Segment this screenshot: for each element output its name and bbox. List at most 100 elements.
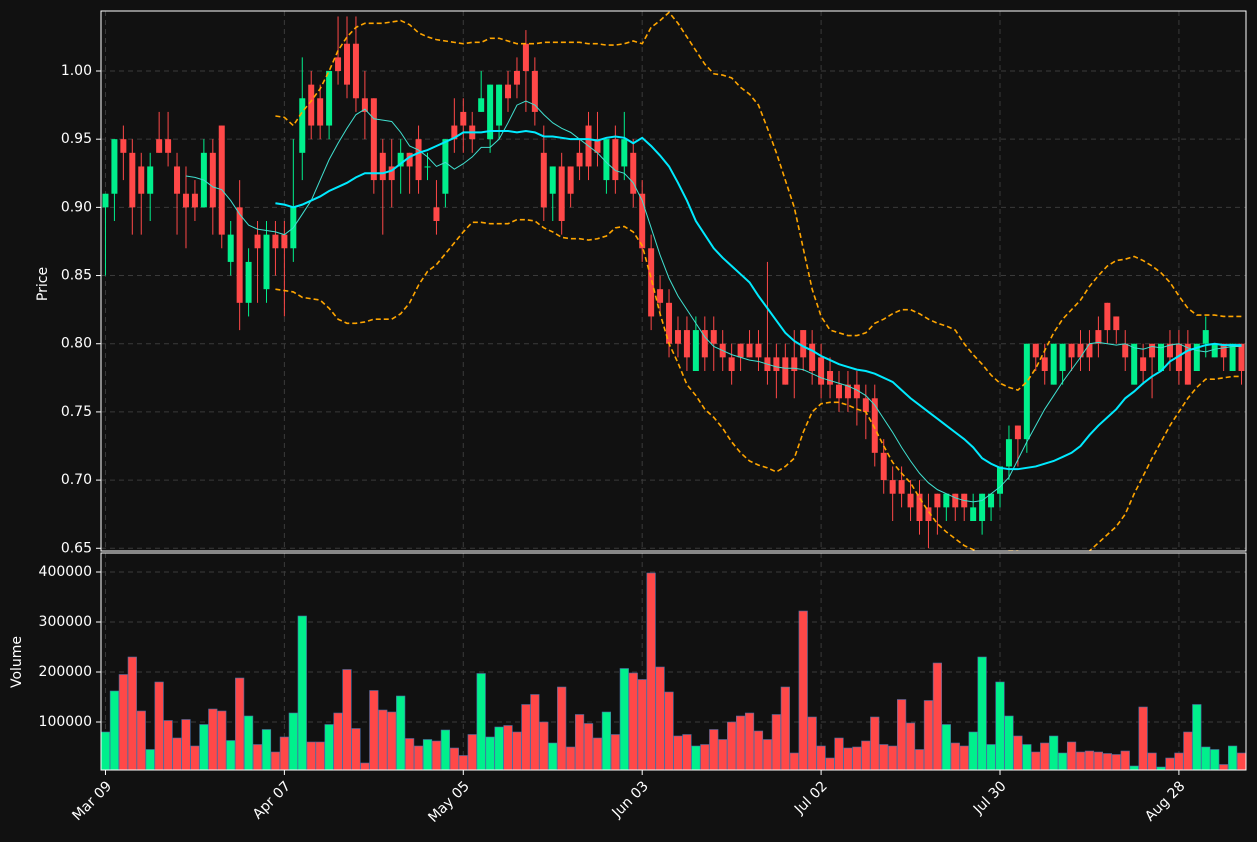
- bar: [190, 745, 200, 771]
- bar: [279, 736, 289, 771]
- bar: [986, 744, 996, 771]
- bar: [870, 716, 880, 771]
- candle-body: [415, 139, 422, 181]
- candle-body: [120, 139, 127, 153]
- candle-body: [683, 330, 690, 358]
- bar: [378, 709, 388, 771]
- plot-area: [102, 11, 1245, 551]
- bar: [476, 673, 486, 771]
- bar: [968, 731, 978, 771]
- candle-body: [666, 302, 673, 344]
- candle-body: [1184, 343, 1191, 385]
- candle-body: [1149, 343, 1156, 358]
- bar: [226, 740, 236, 771]
- bar: [1102, 753, 1112, 771]
- candle-body: [755, 343, 762, 358]
- candle-body: [1122, 343, 1129, 358]
- line: [275, 129, 1242, 471]
- candle-body: [943, 493, 950, 508]
- bar: [583, 723, 594, 771]
- bar: [1004, 715, 1014, 771]
- candle-body: [791, 357, 798, 371]
- bar: [548, 742, 558, 771]
- candle-body: [594, 139, 601, 153]
- bar: [816, 745, 826, 771]
- line: [275, 218, 1242, 551]
- candle-body: [1041, 357, 1048, 371]
- bar: [387, 711, 397, 771]
- candle-body: [138, 166, 145, 194]
- bar: [458, 755, 468, 771]
- candle-body: [1023, 343, 1030, 440]
- candle-body: [245, 261, 252, 303]
- candle-body: [1086, 343, 1093, 358]
- candle-body: [844, 384, 851, 399]
- bar: [977, 656, 987, 771]
- bar: [1111, 754, 1121, 771]
- bar: [744, 712, 755, 771]
- candle-body: [773, 357, 780, 371]
- bar: [932, 662, 942, 771]
- y-tick-label: 0.85: [61, 268, 92, 284]
- candle-body: [576, 152, 583, 167]
- candle-body: [925, 507, 932, 521]
- bar: [539, 721, 549, 771]
- candle-body: [952, 493, 959, 508]
- candle-body: [1238, 343, 1245, 371]
- bar: [1165, 757, 1175, 771]
- candle-body: [191, 193, 198, 208]
- candle-body: [648, 248, 655, 317]
- bar: [798, 610, 808, 771]
- bar: [449, 747, 459, 771]
- bar: [1210, 749, 1220, 771]
- bar: [145, 749, 155, 771]
- candle-body: [710, 330, 717, 344]
- candle-body: [558, 166, 565, 221]
- candle-body: [531, 71, 538, 112]
- bar: [1084, 750, 1095, 771]
- bar: [369, 690, 379, 771]
- bar: [530, 694, 540, 771]
- bar: [601, 711, 612, 771]
- bar: [118, 674, 128, 771]
- bar: [315, 741, 325, 771]
- bar: [136, 710, 146, 771]
- candle-body: [335, 57, 342, 71]
- candle-body: [997, 466, 1004, 494]
- bar: [235, 677, 245, 771]
- bar: [557, 686, 567, 771]
- candle-body: [1202, 330, 1209, 344]
- candle-body: [505, 84, 512, 99]
- bar: [843, 747, 853, 771]
- y-tick-label: 100000: [39, 714, 92, 730]
- bar: [1040, 742, 1050, 771]
- bar: [163, 720, 173, 771]
- bar: [1058, 752, 1068, 771]
- candle-body: [182, 193, 189, 208]
- candle-body: [352, 43, 359, 99]
- candle-body: [111, 139, 118, 194]
- candle-body: [657, 289, 664, 303]
- candle-body: [934, 493, 941, 508]
- bar: [959, 745, 969, 771]
- candle-body: [907, 493, 914, 508]
- candle-body: [522, 43, 529, 71]
- bar: [288, 712, 298, 771]
- bar: [718, 739, 728, 771]
- bar: [664, 691, 674, 771]
- bar: [1138, 706, 1148, 771]
- candle-body: [621, 139, 628, 167]
- bar: [494, 726, 504, 771]
- candle-body: [889, 480, 896, 494]
- candle-body: [1211, 343, 1218, 358]
- bar: [100, 731, 111, 771]
- bar: [181, 719, 191, 771]
- bar: [252, 744, 263, 771]
- candle-body: [102, 193, 109, 208]
- bar: [440, 729, 450, 771]
- y-tick-label: 0.70: [61, 472, 92, 488]
- candle-body: [478, 98, 485, 112]
- bar: [306, 741, 316, 771]
- bar: [941, 724, 951, 771]
